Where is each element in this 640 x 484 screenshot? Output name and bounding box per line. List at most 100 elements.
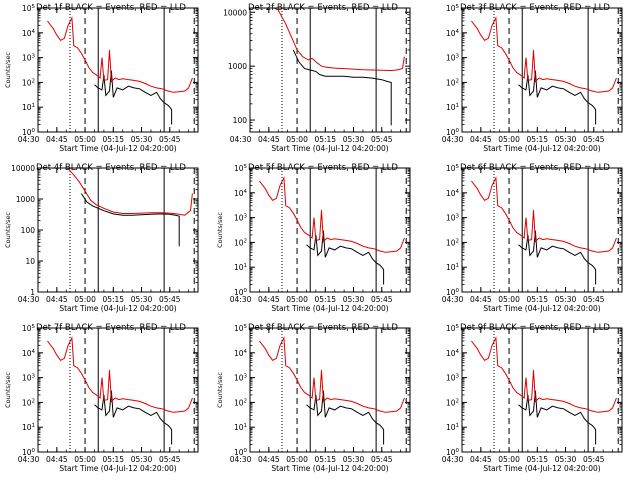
series-events bbox=[94, 70, 173, 125]
plot-frame bbox=[461, 167, 623, 293]
x-tick-label: 05:00 bbox=[74, 455, 96, 464]
x-tick-label: 05:15 bbox=[314, 295, 336, 304]
y-tick-label: 1 bbox=[30, 288, 35, 297]
series-lld bbox=[259, 336, 405, 413]
x-tick-label: 05:15 bbox=[526, 295, 548, 304]
x-tick-label: 05:00 bbox=[74, 135, 96, 144]
y-axis-label: Counts/sec bbox=[216, 372, 224, 408]
x-tick-label: 04:45 bbox=[46, 135, 68, 144]
y-tick-label: 103 bbox=[446, 214, 460, 223]
x-tick-label: 05:30 bbox=[343, 135, 365, 144]
x-tick-label: 05:15 bbox=[102, 455, 124, 464]
y-axis-label: Counts/sec bbox=[216, 212, 224, 248]
y-tick-label: 102 bbox=[446, 78, 459, 87]
x-axis-label: Start Time (04-Jul-12 04:20:00) bbox=[271, 464, 388, 473]
plot-frame bbox=[249, 327, 411, 453]
x-tick-label: 05:45 bbox=[159, 295, 181, 304]
x-tick-label: 05:45 bbox=[159, 135, 181, 144]
plot-frame bbox=[37, 7, 199, 133]
y-tick-label: 105 bbox=[446, 324, 460, 333]
y-tick-label: 104 bbox=[22, 349, 36, 358]
y-tick-label: 105 bbox=[446, 4, 460, 13]
detector-panel-det5: Det 5f BLACK = Events, RED = LLD10010110… bbox=[216, 163, 411, 313]
plot-frame bbox=[461, 327, 623, 453]
y-tick-label: 105 bbox=[22, 324, 36, 333]
x-tick-label: 04:30 bbox=[230, 455, 252, 464]
y-tick-label: 102 bbox=[234, 238, 247, 247]
x-tick-label: 05:30 bbox=[131, 135, 153, 144]
x-tick-label: 05:45 bbox=[371, 135, 393, 144]
x-tick-label: 04:30 bbox=[18, 455, 40, 464]
x-tick-label: 05:45 bbox=[583, 135, 605, 144]
y-tick-label: 105 bbox=[22, 4, 36, 13]
x-axis-label: Start Time (04-Jul-12 04:20:00) bbox=[59, 144, 176, 153]
y-tick-label: 102 bbox=[22, 398, 35, 407]
y-tick-label: 105 bbox=[234, 324, 248, 333]
y-tick-label: 104 bbox=[22, 29, 36, 38]
x-axis-label: Start Time (04-Jul-12 04:20:00) bbox=[271, 304, 388, 313]
x-tick-label: 05:45 bbox=[583, 455, 605, 464]
x-tick-label: 05:30 bbox=[343, 295, 365, 304]
plot-frame bbox=[249, 167, 411, 293]
y-tick-label: 105 bbox=[446, 164, 460, 173]
y-tick-label: 101 bbox=[446, 423, 459, 432]
x-tick-label: 05:30 bbox=[555, 295, 577, 304]
x-tick-label: 04:30 bbox=[442, 135, 464, 144]
series-events bbox=[306, 230, 385, 285]
y-tick-label: 101 bbox=[234, 263, 247, 272]
x-axis-label: Start Time (04-Jul-12 04:20:00) bbox=[483, 304, 600, 313]
x-tick-label: 05:30 bbox=[343, 455, 365, 464]
y-tick-label: 104 bbox=[446, 29, 460, 38]
x-tick-label: 05:45 bbox=[583, 295, 605, 304]
x-tick-label: 04:30 bbox=[442, 295, 464, 304]
y-axis-label: Counts/sec bbox=[4, 212, 12, 248]
series-events bbox=[518, 70, 597, 125]
series-events bbox=[80, 193, 180, 247]
series-events bbox=[292, 49, 392, 126]
x-tick-label: 04:45 bbox=[46, 295, 68, 304]
series-lld bbox=[259, 176, 405, 253]
x-tick-label: 05:30 bbox=[131, 455, 153, 464]
y-tick-label: 101 bbox=[446, 263, 459, 272]
y-tick-label: 104 bbox=[234, 189, 248, 198]
y-tick-label: 100 bbox=[233, 116, 248, 125]
detector-panel-det4: Det 4f BLACK = Events, RED = LLD11010010… bbox=[4, 163, 199, 313]
x-tick-label: 04:30 bbox=[442, 455, 464, 464]
x-tick-label: 04:45 bbox=[470, 135, 492, 144]
y-tick-label: 10000 bbox=[11, 164, 35, 173]
y-tick-label: 103 bbox=[22, 54, 36, 63]
plot-frame bbox=[37, 167, 199, 293]
y-tick-label: 103 bbox=[234, 214, 248, 223]
series-events bbox=[306, 390, 385, 445]
x-tick-label: 04:45 bbox=[46, 455, 68, 464]
y-axis-label: Counts/sec bbox=[4, 52, 12, 88]
x-tick-label: 05:00 bbox=[498, 295, 520, 304]
detector-panel-det7: Det 7f BLACK = Events, RED = LLD10010110… bbox=[4, 323, 199, 473]
series-events bbox=[518, 230, 597, 285]
y-tick-label: 102 bbox=[234, 398, 247, 407]
x-tick-label: 05:30 bbox=[555, 455, 577, 464]
x-tick-label: 04:30 bbox=[230, 135, 252, 144]
x-tick-label: 04:30 bbox=[230, 295, 252, 304]
y-tick-label: 100 bbox=[446, 128, 460, 137]
detector-panel-det2: Det 2f BLACK = Events, RED = LLD10010001… bbox=[223, 3, 411, 153]
y-tick-label: 100 bbox=[234, 448, 248, 457]
x-tick-label: 05:00 bbox=[498, 455, 520, 464]
y-tick-label: 1000 bbox=[228, 62, 247, 71]
x-tick-label: 05:45 bbox=[371, 455, 393, 464]
x-tick-label: 05:15 bbox=[314, 135, 336, 144]
x-tick-label: 05:15 bbox=[314, 455, 336, 464]
x-tick-label: 05:45 bbox=[371, 295, 393, 304]
x-tick-label: 05:00 bbox=[286, 135, 308, 144]
detector-panel-det3: Det 3f BLACK = Events, RED = LLD10010110… bbox=[442, 3, 623, 153]
y-tick-label: 104 bbox=[234, 349, 248, 358]
x-tick-label: 04:45 bbox=[258, 135, 280, 144]
y-tick-label: 102 bbox=[446, 398, 459, 407]
x-tick-label: 05:00 bbox=[498, 135, 520, 144]
x-axis-label: Start Time (04-Jul-12 04:20:00) bbox=[271, 144, 388, 153]
series-events bbox=[518, 390, 597, 445]
y-tick-label: 104 bbox=[446, 189, 460, 198]
y-tick-label: 100 bbox=[22, 128, 36, 137]
y-tick-label: 100 bbox=[234, 288, 248, 297]
